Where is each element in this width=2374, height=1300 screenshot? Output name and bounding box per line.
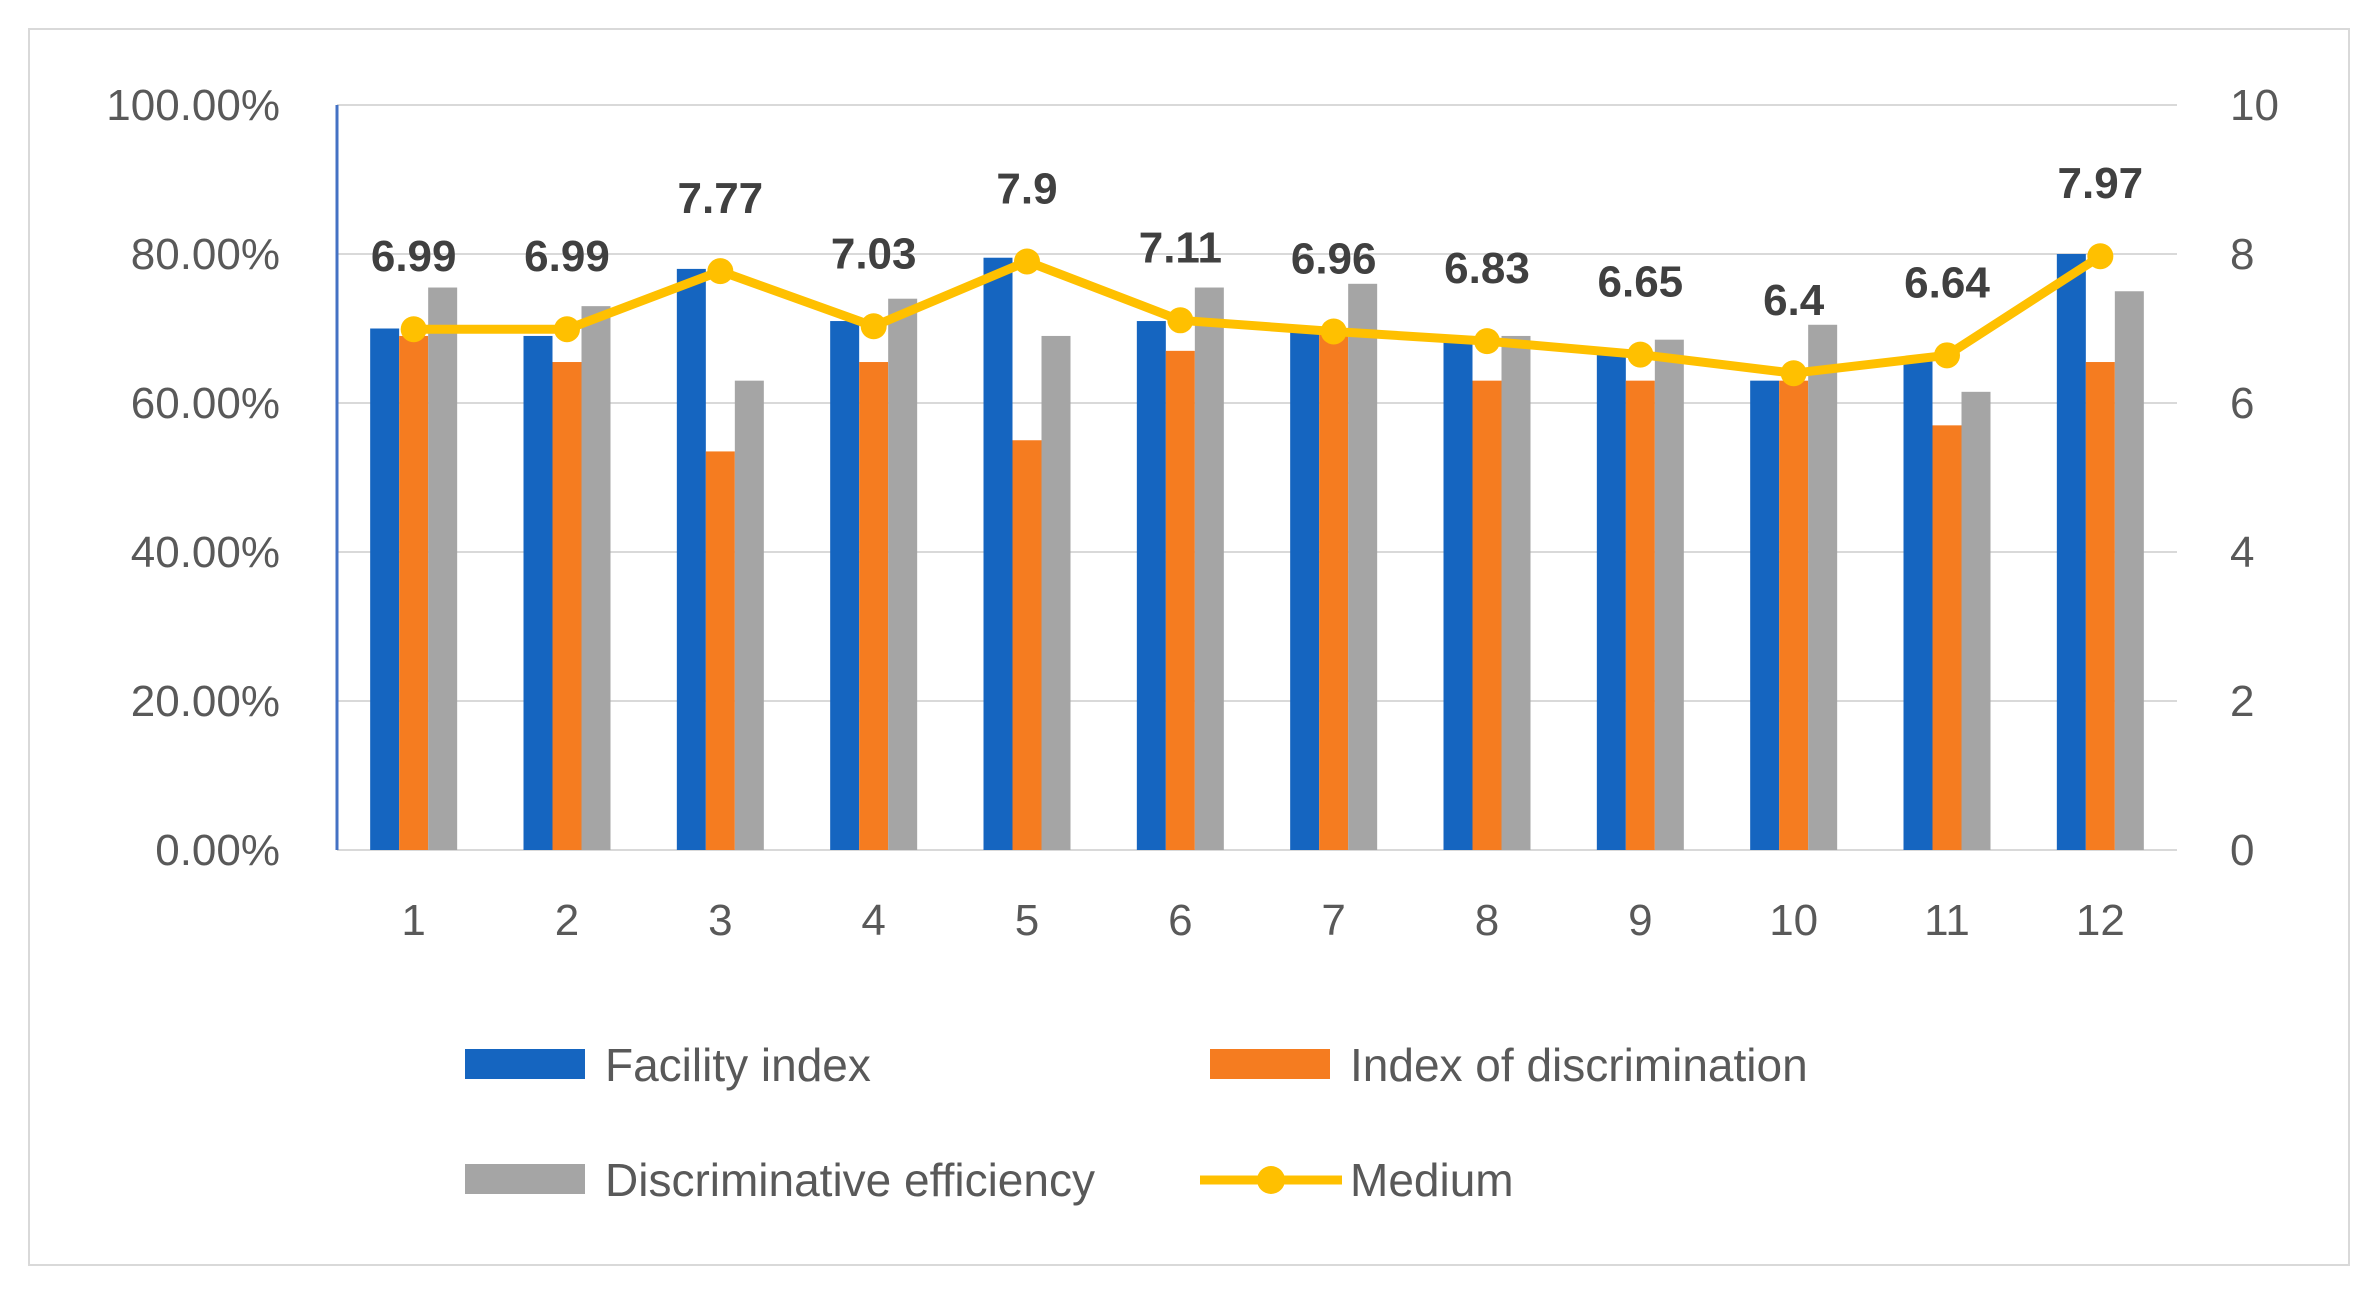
bar-facility-index (2056, 254, 2086, 850)
marker-medium (707, 258, 734, 285)
bar-index-of-discrimination (399, 335, 429, 850)
bar-index-of-discrimination (1779, 380, 1809, 850)
bar-discriminative-efficiency (888, 298, 918, 850)
bar-discriminative-efficiency (581, 306, 611, 850)
marker-medium (2087, 243, 2114, 270)
right-tick-label: 6 (2230, 379, 2254, 428)
data-label: 6.4 (1763, 276, 1825, 325)
data-label: 6.65 (1598, 258, 1684, 307)
line-medium (413, 252, 2103, 378)
marker-medium (1167, 307, 1194, 334)
bar-index-of-discrimination (859, 362, 889, 850)
x-tick-label: 2 (555, 896, 579, 945)
x-tick-label: 8 (1475, 896, 1499, 945)
bar-index-of-discrimination (705, 451, 735, 850)
left-tick-label: 0.00% (155, 826, 280, 875)
x-tick-label: 12 (2076, 896, 2125, 945)
bar-facility-index (370, 328, 400, 850)
data-label: 6.83 (1444, 244, 1530, 293)
legend-label-facility-index: Facility index (605, 1039, 871, 1091)
legend-marker-medium (1257, 1166, 1285, 1194)
bar-discriminative-efficiency (2114, 291, 2144, 850)
combo-chart: 0.00% 20.00% 40.00% 60.00% 80.00% 100.00% 0 2 4 6… (106, 81, 2279, 1206)
bar-discriminative-efficiency (1348, 283, 1378, 850)
marker-medium (1320, 318, 1347, 345)
bar-index-of-discrimination (1625, 380, 1655, 850)
bar-index-of-discrimination (2085, 362, 2115, 850)
left-tick-label: 80.00% (131, 230, 280, 279)
bar-facility-index (523, 335, 553, 850)
bar-discriminative-efficiency (428, 287, 458, 850)
x-tick-label: 9 (1628, 896, 1652, 945)
right-tick-label: 10 (2230, 81, 2279, 130)
bar-discriminative-efficiency (1961, 391, 1991, 850)
bar-discriminative-efficiency (1041, 335, 1071, 850)
x-tick-label: 11 (1924, 896, 1970, 945)
x-tick-label: 4 (861, 896, 885, 945)
left-tick-label: 100.00% (106, 81, 280, 130)
data-label: 6.64 (1904, 258, 1990, 307)
marker-medium (400, 316, 427, 343)
bar-facility-index (983, 257, 1013, 851)
data-label: 7.9 (996, 164, 1057, 213)
left-tick-label: 40.00% (131, 528, 280, 577)
bar-facility-index (830, 321, 860, 850)
data-label: 7.97 (2058, 159, 2144, 208)
legend-label-medium: Medium (1350, 1154, 1514, 1206)
marker-medium (860, 313, 887, 340)
bar-index-of-discrimination (1165, 350, 1195, 850)
bar-index-of-discrimination (1932, 425, 1962, 850)
data-label: 6.99 (524, 232, 610, 281)
legend-swatch-discriminative-efficiency (465, 1164, 585, 1194)
data-label: 6.99 (371, 232, 457, 281)
data-label: 6.96 (1291, 234, 1377, 283)
data-label: 7.11 (1139, 223, 1222, 272)
data-label: 7.03 (831, 229, 917, 278)
bar-facility-index (676, 268, 706, 850)
bar-facility-index (1750, 380, 1780, 850)
right-tick-label: 2 (2230, 677, 2254, 726)
bar-index-of-discrimination (1472, 380, 1502, 850)
x-tick-label: 3 (708, 896, 732, 945)
bar-discriminative-efficiency (1501, 335, 1531, 850)
bar-facility-index (1136, 321, 1166, 850)
bar-index-of-discrimination (1012, 440, 1042, 850)
marker-medium (1934, 342, 1960, 369)
right-tick-label: 8 (2230, 230, 2254, 279)
marker-medium (1627, 341, 1654, 368)
x-tick-label: 7 (1321, 896, 1345, 945)
bar-discriminative-efficiency (1654, 339, 1684, 850)
bar-facility-index (1443, 335, 1473, 850)
legend-swatch-index-of-discrimination (1210, 1049, 1330, 1079)
bar-facility-index (1290, 328, 1320, 850)
marker-medium (1780, 360, 1807, 387)
left-tick-label: 20.00% (131, 677, 280, 726)
left-tick-label: 60.00% (131, 379, 280, 428)
bar-discriminative-efficiency (1808, 324, 1838, 850)
right-tick-label: 4 (2230, 528, 2254, 577)
marker-medium (1014, 248, 1040, 275)
x-tick-label: 1 (401, 896, 425, 945)
x-tick-label: 6 (1168, 896, 1192, 945)
legend-label-discriminative-efficiency: Discriminative efficiency (605, 1154, 1095, 1206)
marker-medium (554, 316, 580, 343)
x-tick-label: 5 (1015, 896, 1039, 945)
legend-swatch-facility-index (465, 1049, 585, 1079)
bar-index-of-discrimination (1319, 328, 1349, 850)
right-tick-label: 0 (2230, 826, 2254, 875)
bar-facility-index (1596, 350, 1626, 850)
x-tick-label: 10 (1769, 896, 1818, 945)
legend-label-index-of-discrimination: Index of discrimination (1350, 1039, 1808, 1091)
chart-frame: 0.00% 20.00% 40.00% 60.00% 80.00% 100.00% 0 2 4 6… (28, 28, 2350, 1266)
data-label: 7.77 (678, 174, 764, 223)
marker-medium (1474, 328, 1500, 355)
bar-facility-index (1903, 358, 1933, 850)
bar-index-of-discrimination (552, 362, 582, 850)
bar-discriminative-efficiency (734, 380, 764, 850)
bar-discriminative-efficiency (1194, 287, 1224, 850)
